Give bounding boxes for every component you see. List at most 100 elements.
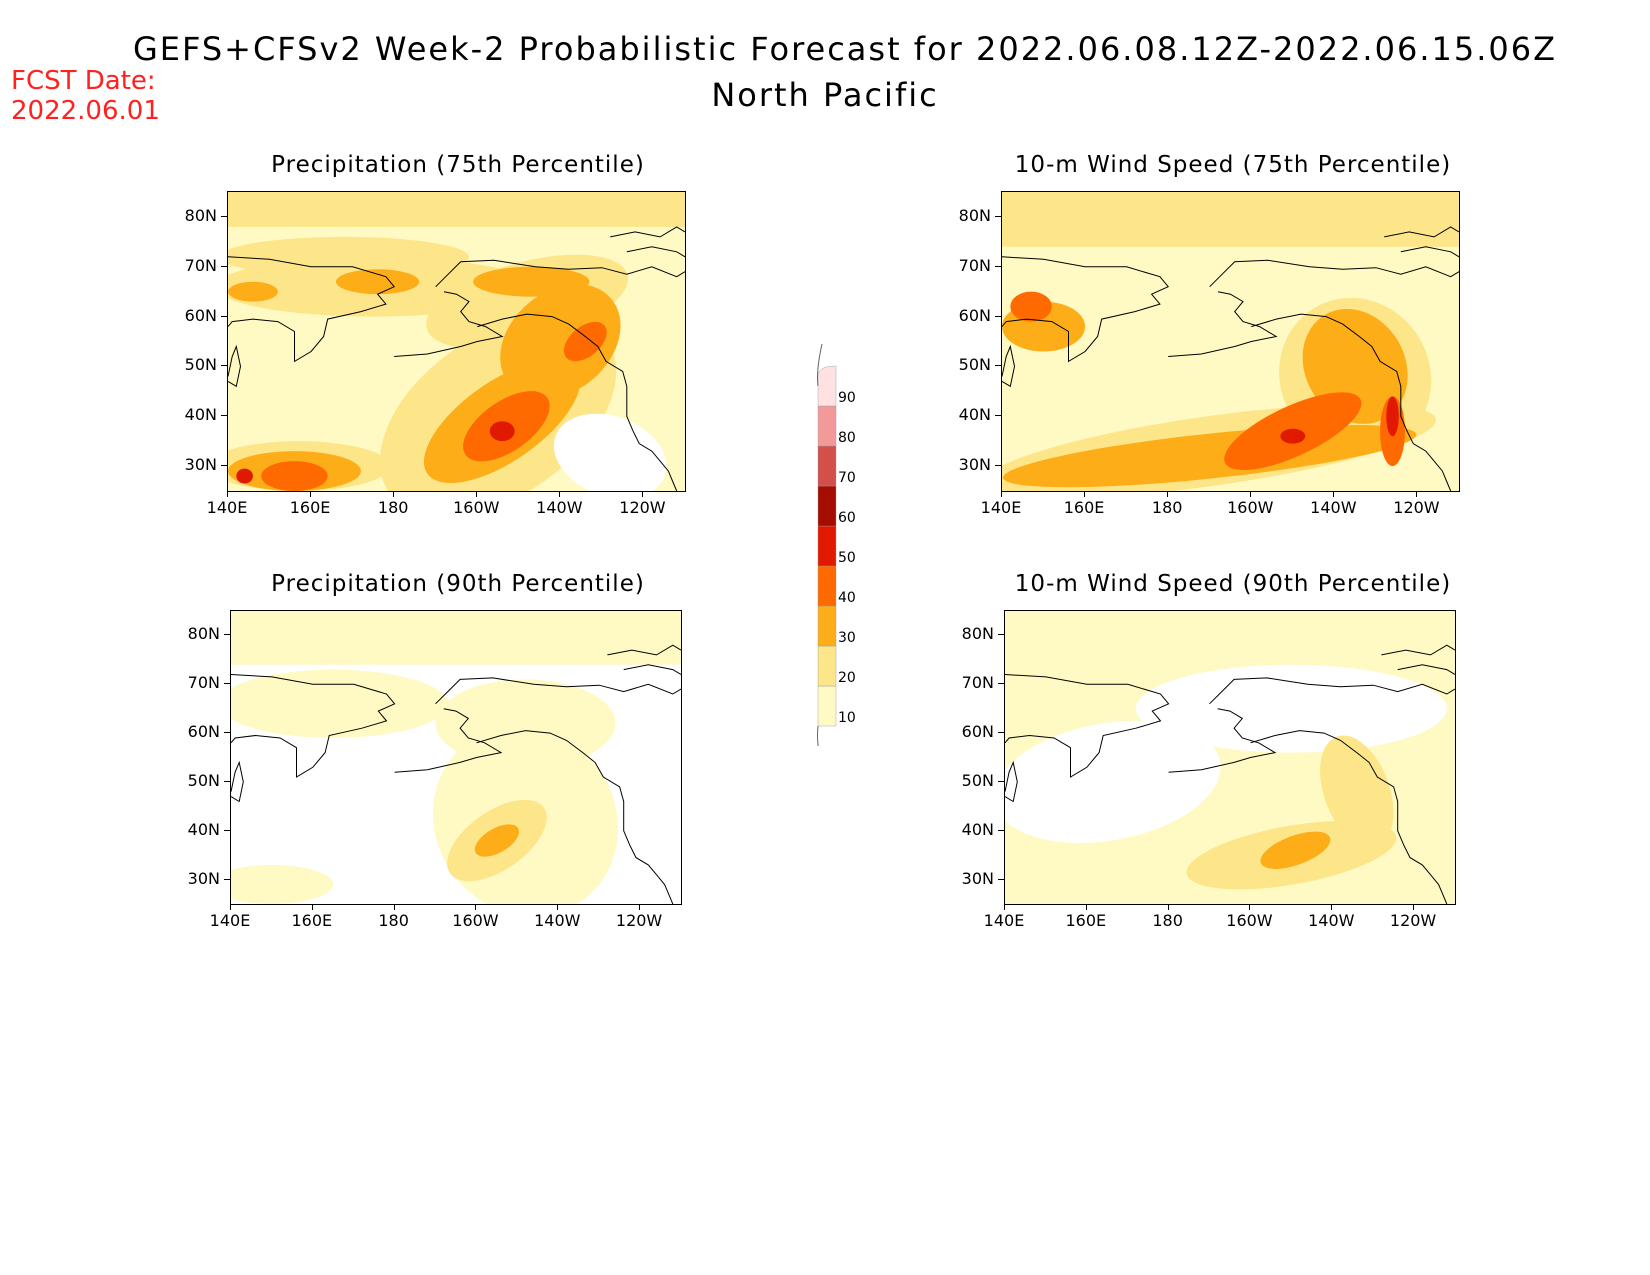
page-title: GEFS+CFSv2 Week-2 Probabilistic Forecast… bbox=[132, 30, 1558, 68]
panel-title-precip-75: Precipitation (75th Percentile) bbox=[271, 152, 645, 178]
colorbar-tick-label: 90 bbox=[838, 390, 856, 406]
wind-area-below-10 bbox=[1135, 664, 1447, 753]
lon-tick bbox=[393, 904, 395, 910]
coastline bbox=[476, 730, 674, 904]
lon-tick bbox=[476, 491, 478, 497]
coastline bbox=[1168, 708, 1277, 773]
lon-tick bbox=[1085, 904, 1087, 910]
lat-label: 40N bbox=[958, 405, 991, 425]
colorbar-tick-label: 20 bbox=[838, 670, 856, 686]
lon-label: 160W bbox=[453, 498, 500, 517]
colorbar-tick-label: 80 bbox=[838, 430, 856, 446]
colorbar-segment bbox=[817, 485, 837, 527]
lon-tick bbox=[1084, 491, 1086, 497]
lat-tick bbox=[998, 878, 1004, 880]
lat-tick bbox=[221, 365, 227, 367]
coastline bbox=[1400, 246, 1459, 258]
lon-tick bbox=[1416, 491, 1418, 497]
lon-tick bbox=[559, 491, 561, 497]
coastline bbox=[1002, 344, 1016, 388]
lat-tick bbox=[224, 780, 230, 782]
precip-band-10 bbox=[231, 611, 681, 665]
lon-tick bbox=[475, 904, 477, 910]
lat-label: 80N bbox=[958, 205, 991, 225]
lat-label: 40N bbox=[187, 819, 220, 839]
colorbar-tick-label: 60 bbox=[838, 510, 856, 526]
lat-tick bbox=[224, 683, 230, 685]
lat-label: 50N bbox=[184, 355, 217, 375]
lon-label: 160E bbox=[289, 498, 331, 517]
lat-label: 50N bbox=[961, 770, 994, 790]
lat-label: 60N bbox=[958, 305, 991, 325]
lon-label: 120W bbox=[615, 911, 663, 930]
lon-label: 120W bbox=[1393, 498, 1440, 517]
lon-label: 140W bbox=[1308, 911, 1355, 930]
lat-tick bbox=[995, 365, 1001, 367]
map-panel-wind-90 bbox=[1004, 610, 1456, 905]
lon-label: 140W bbox=[1310, 498, 1357, 517]
panel-title-wind-75: 10-m Wind Speed (75th Percentile) bbox=[1014, 152, 1452, 178]
lon-tick bbox=[1250, 491, 1252, 497]
colorbar-tick-label: 70 bbox=[838, 470, 856, 486]
lat-label: 70N bbox=[961, 673, 994, 693]
coastline bbox=[394, 291, 504, 357]
colorbar-segment bbox=[817, 445, 837, 487]
lon-tick bbox=[310, 491, 312, 497]
lon-label: 160E bbox=[1063, 498, 1105, 517]
lon-tick bbox=[311, 904, 313, 910]
lat-tick bbox=[998, 829, 1004, 831]
coastline bbox=[623, 664, 681, 675]
fcst-date-label: FCST Date: bbox=[11, 66, 156, 96]
lat-tick bbox=[998, 683, 1004, 685]
coastline bbox=[1002, 256, 1170, 363]
lat-label: 70N bbox=[958, 255, 991, 275]
lon-label: 140W bbox=[534, 911, 581, 930]
precip-area-50 bbox=[236, 468, 253, 484]
colorbar-tick-label: 30 bbox=[838, 630, 856, 646]
precip-area-10 bbox=[231, 669, 448, 738]
coastline bbox=[394, 708, 503, 773]
lon-tick bbox=[1004, 904, 1005, 910]
lat-tick bbox=[224, 829, 230, 831]
lat-label: 80N bbox=[187, 624, 220, 644]
lat-label: 80N bbox=[184, 205, 217, 225]
lon-label: 160E bbox=[291, 911, 333, 930]
coastline bbox=[1381, 644, 1455, 656]
lon-label: 160E bbox=[1065, 911, 1107, 930]
lat-label: 30N bbox=[958, 455, 991, 475]
lon-tick bbox=[1331, 904, 1333, 910]
coastline bbox=[435, 677, 681, 705]
wind-band-20 bbox=[1002, 192, 1459, 247]
wind-area-40 bbox=[1010, 291, 1052, 322]
colorbar-tick-label: 10 bbox=[838, 710, 856, 726]
lat-label: 40N bbox=[184, 405, 217, 425]
lon-label: 180 bbox=[1152, 911, 1183, 930]
lat-tick bbox=[224, 732, 230, 734]
map-svg-precip-90 bbox=[231, 611, 681, 904]
lat-label: 60N bbox=[961, 722, 994, 742]
coastline bbox=[477, 313, 678, 491]
coastline bbox=[231, 674, 396, 778]
lon-tick bbox=[1167, 904, 1169, 910]
lon-label: 160W bbox=[1226, 911, 1273, 930]
lon-tick bbox=[1001, 491, 1002, 497]
colorbar-segment bbox=[817, 605, 837, 647]
lat-label: 60N bbox=[184, 305, 217, 325]
lon-label: 160W bbox=[1227, 498, 1274, 517]
colorbar-segment bbox=[817, 645, 837, 687]
lon-tick bbox=[227, 491, 228, 497]
lat-tick bbox=[221, 415, 227, 417]
lon-label: 180 bbox=[1151, 498, 1183, 517]
lat-tick bbox=[224, 634, 230, 636]
wind-area-below-10 bbox=[1005, 720, 1221, 843]
lon-label: 180 bbox=[377, 498, 409, 517]
lon-tick bbox=[1413, 904, 1415, 910]
coastline bbox=[1250, 730, 1448, 904]
lon-tick bbox=[1333, 491, 1335, 497]
precip-area-30 bbox=[336, 269, 420, 295]
lat-label: 70N bbox=[187, 673, 220, 693]
lon-label: 140E bbox=[980, 498, 1022, 517]
coastline bbox=[435, 259, 685, 288]
colorbar-segment bbox=[817, 365, 837, 407]
lat-tick bbox=[995, 415, 1001, 417]
